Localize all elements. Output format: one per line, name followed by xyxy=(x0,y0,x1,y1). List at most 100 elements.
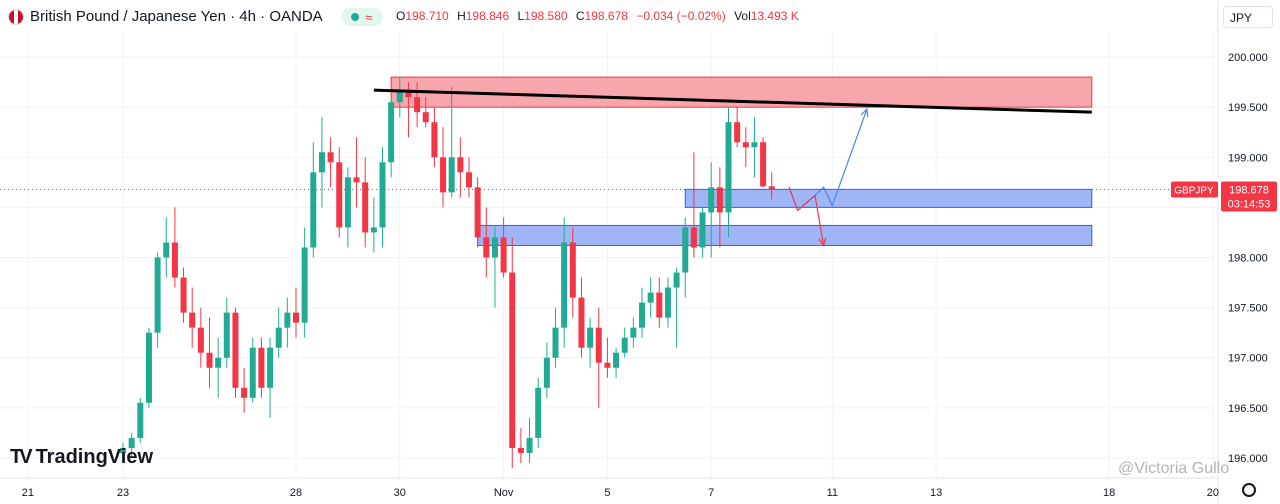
candle-body[interactable] xyxy=(232,312,239,388)
candle-body[interactable] xyxy=(699,212,706,248)
candle-body[interactable] xyxy=(422,112,429,123)
candle-body[interactable] xyxy=(500,237,507,273)
candle-body[interactable] xyxy=(664,287,671,318)
close-value: 198.678 xyxy=(584,9,628,23)
candle-body[interactable] xyxy=(215,357,222,368)
candle-body[interactable] xyxy=(223,312,230,358)
symbol-tag[interactable] xyxy=(1171,181,1218,198)
projection-arrowhead xyxy=(860,107,869,118)
candle-body[interactable] xyxy=(258,347,265,388)
candle-body[interactable] xyxy=(327,152,334,163)
zone-support-upper[interactable] xyxy=(684,188,1093,208)
candle-body[interactable] xyxy=(171,242,178,278)
candle-body[interactable] xyxy=(128,437,135,448)
candle-body[interactable] xyxy=(491,237,498,258)
candle-body[interactable] xyxy=(569,242,576,298)
symbol-tag-text: GBPJPY xyxy=(1174,186,1214,197)
candle-body[interactable] xyxy=(595,327,602,363)
candle-body[interactable] xyxy=(621,337,628,353)
candle-body[interactable] xyxy=(145,332,152,403)
candle-body[interactable] xyxy=(448,157,455,193)
candle-body[interactable] xyxy=(466,172,472,188)
time-tick-label: 23 xyxy=(117,487,129,499)
candle-body[interactable] xyxy=(768,186,775,190)
candle-body[interactable] xyxy=(275,327,282,348)
candle-body[interactable] xyxy=(137,402,144,438)
low-value: 198.580 xyxy=(524,9,568,23)
trendline[interactable] xyxy=(373,88,1092,114)
candle-body[interactable] xyxy=(543,357,550,388)
candle-body[interactable] xyxy=(751,142,758,148)
candle-body[interactable] xyxy=(483,237,490,258)
candle-body[interactable] xyxy=(578,297,585,348)
candle-body[interactable] xyxy=(120,447,126,453)
candle-body[interactable] xyxy=(344,177,351,228)
gbp-jpy-flag-icon xyxy=(8,9,24,25)
candle-body[interactable] xyxy=(414,97,421,113)
candle-body[interactable] xyxy=(682,227,689,273)
candle-body[interactable] xyxy=(517,447,524,453)
candle-body[interactable] xyxy=(284,312,291,328)
symbol-title[interactable]: British Pound / Japanese Yen · 4h · OAND… xyxy=(30,8,323,25)
candle-body[interactable] xyxy=(734,122,741,143)
candle-body[interactable] xyxy=(656,292,663,318)
candle-body[interactable] xyxy=(526,437,533,453)
candle-body[interactable] xyxy=(474,187,481,238)
candle-body[interactable] xyxy=(561,242,568,328)
candle-body[interactable] xyxy=(613,352,620,368)
last-price-tag[interactable] xyxy=(1221,181,1277,212)
candle-body[interactable] xyxy=(457,157,464,173)
market-status-pill[interactable]: ≈ xyxy=(341,8,383,26)
time-tick-label: Nov xyxy=(494,487,514,499)
candle-body[interactable] xyxy=(535,387,542,438)
candle-body[interactable] xyxy=(206,352,213,368)
candle-body[interactable] xyxy=(336,162,343,228)
candle-body[interactable] xyxy=(639,302,645,328)
candle-body[interactable] xyxy=(189,312,196,328)
candle-body[interactable] xyxy=(197,327,204,353)
candle-body[interactable] xyxy=(318,152,325,173)
candle-body[interactable] xyxy=(604,362,611,368)
candle-body[interactable] xyxy=(673,272,680,288)
candle-body[interactable] xyxy=(388,102,395,163)
wave-icon: ≈ xyxy=(365,9,373,25)
candle-body[interactable] xyxy=(353,177,360,183)
candle-body[interactable] xyxy=(241,387,248,398)
tradingview-logo[interactable]: TV TradingView xyxy=(10,446,153,469)
candle-body[interactable] xyxy=(379,162,386,228)
candle-body[interactable] xyxy=(310,172,317,248)
price-tick-label: 196.000 xyxy=(1228,453,1268,465)
currency-selector[interactable]: JPY xyxy=(1223,6,1273,28)
candle-body[interactable] xyxy=(760,142,767,187)
candle-body[interactable] xyxy=(716,187,723,213)
candle-body[interactable] xyxy=(630,327,637,338)
candle-body[interactable] xyxy=(301,247,308,323)
candle-body[interactable] xyxy=(163,242,170,258)
candle-body[interactable] xyxy=(293,312,299,323)
candle-body[interactable] xyxy=(396,92,403,103)
candle-body[interactable] xyxy=(725,122,732,213)
candle-body[interactable] xyxy=(552,327,559,358)
candle-body[interactable] xyxy=(370,227,377,233)
projection-bearish-path[interactable] xyxy=(788,187,825,246)
candle-body[interactable] xyxy=(154,257,161,333)
zone-support-lower[interactable] xyxy=(477,224,1093,246)
candle-body[interactable] xyxy=(690,227,697,248)
low-key: L xyxy=(517,9,525,23)
candle-body[interactable] xyxy=(509,272,516,448)
candle-body[interactable] xyxy=(405,92,412,98)
open-value: 198.710 xyxy=(405,9,449,23)
candle-body[interactable] xyxy=(708,187,715,213)
candle-body[interactable] xyxy=(587,327,594,348)
candle-body[interactable] xyxy=(742,142,749,148)
candle-body[interactable] xyxy=(431,122,438,158)
author-watermark: @Victoria Gullo xyxy=(1118,460,1230,477)
candle-body[interactable] xyxy=(440,157,447,193)
candle-body[interactable] xyxy=(180,277,187,313)
candle-body[interactable] xyxy=(267,347,274,388)
settings-gear-icon[interactable] xyxy=(1242,483,1256,497)
candle-body[interactable] xyxy=(647,292,654,303)
candle-body[interactable] xyxy=(249,347,256,398)
candle-body[interactable] xyxy=(362,182,369,233)
